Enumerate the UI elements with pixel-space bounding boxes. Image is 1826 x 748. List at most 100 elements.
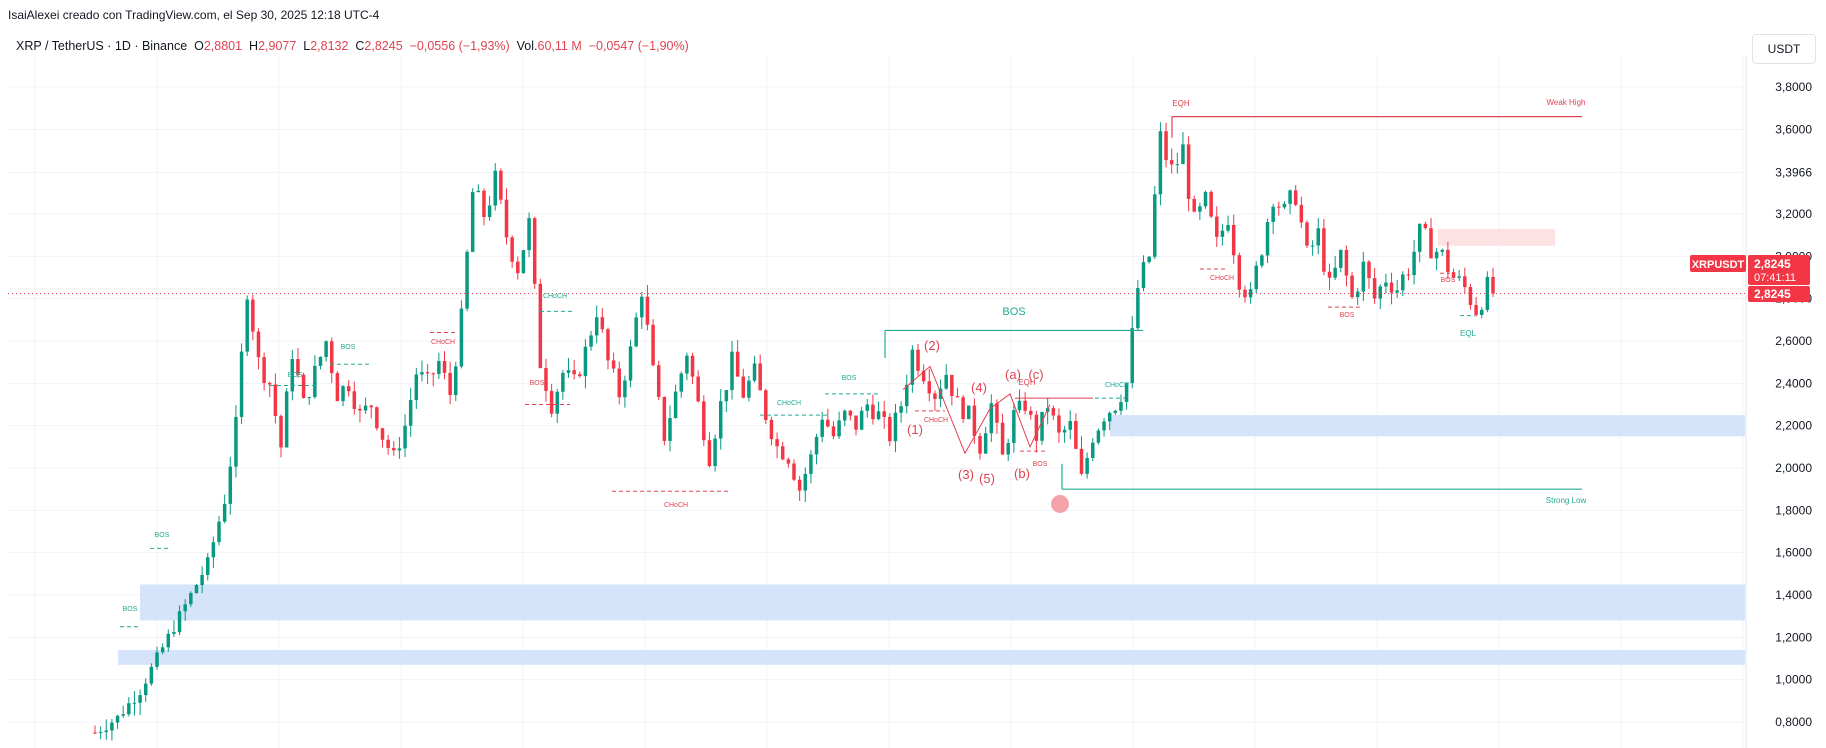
symbol-label[interactable]: XRP / TetherUS · 1D · Binance [16, 39, 188, 53]
open-value: 2,8801 [203, 39, 243, 53]
candle-body [200, 574, 204, 586]
candle-body [425, 372, 430, 374]
candle-body [1401, 274, 1405, 291]
wave-label: (a) [1005, 367, 1021, 382]
candle-body [1271, 206, 1275, 223]
candle-body [707, 440, 712, 467]
candle-body [972, 405, 977, 436]
candle-body [1265, 222, 1270, 256]
price-tick: 3,3966 [1775, 165, 1812, 179]
candle-body [504, 199, 509, 238]
candle-body [1096, 430, 1101, 443]
candle-body [403, 425, 407, 449]
price-tick: 2,4000 [1775, 376, 1812, 390]
candle-body [617, 368, 621, 398]
candle-body [1479, 309, 1484, 315]
candle-body [1181, 144, 1185, 165]
candle-body [1417, 223, 1422, 252]
price-tick: 1,6000 [1775, 546, 1812, 560]
candle-body [442, 361, 447, 373]
candle-body [989, 403, 994, 434]
candle-body [1248, 289, 1253, 298]
wave-label: (b) [1014, 466, 1030, 481]
structure-lines [120, 116, 1582, 628]
candle-body [1355, 291, 1360, 298]
candle-body [1474, 304, 1478, 315]
candle-body [1000, 422, 1005, 455]
candle-body [245, 299, 249, 352]
candle-body [690, 355, 695, 377]
candle-body [155, 652, 159, 667]
candle-body [1186, 144, 1191, 199]
candle-body [752, 363, 757, 381]
candle-body [1113, 410, 1118, 413]
annotation-layer: EQH Weak High Strong Low EQL EQH BOS BOS BOS BOS… [123, 98, 1587, 613]
candle-body [1153, 194, 1157, 257]
candle-body [352, 391, 357, 409]
candle-body [1231, 224, 1236, 256]
chart-credit: IsaiAlexei creado con TradingView.com, e… [8, 8, 380, 22]
candle-body [330, 341, 334, 374]
candle-body [662, 396, 667, 441]
structure-label: BOS [842, 375, 857, 382]
candle-body [1102, 421, 1106, 431]
candle-body [1062, 429, 1067, 433]
candle-body [115, 715, 120, 723]
candle-body [583, 346, 588, 377]
candle-body [217, 521, 221, 543]
candle-body [290, 359, 295, 392]
candle-body [1254, 265, 1258, 290]
wave-label: (1) [907, 422, 923, 437]
candle-body [718, 401, 723, 439]
candle-body [899, 406, 903, 413]
candle-body [538, 283, 543, 369]
candle-body [1169, 160, 1174, 165]
candle-body [961, 397, 965, 420]
candle-body [251, 299, 255, 332]
candle-body [978, 435, 982, 454]
candle-body [380, 428, 385, 440]
candle-body [792, 463, 796, 480]
candle-body [324, 341, 328, 358]
currency-button[interactable]: USDT [1752, 34, 1816, 64]
candle-body [927, 381, 932, 394]
eql-label: EQL [1460, 329, 1477, 338]
candle-body [921, 370, 926, 382]
candle-body [1451, 272, 1456, 278]
candle-body [1288, 190, 1292, 204]
structure-label: BOS [341, 344, 356, 351]
candle-body [1316, 228, 1320, 246]
structure-label: BOS [1340, 312, 1355, 319]
candle-body [194, 585, 199, 594]
candle-body [1457, 276, 1461, 278]
candle-body [1164, 131, 1168, 161]
candle-body [876, 411, 881, 420]
candle-body [696, 376, 700, 402]
candle-body [482, 190, 486, 218]
candle-body [882, 411, 886, 417]
ohlc-legend: XRP / TetherUS · 1D · Binance O2,8801 H2… [16, 39, 689, 53]
candle-body [166, 633, 171, 648]
candle-body [273, 384, 278, 416]
candle-body [431, 373, 435, 375]
candle-body [713, 438, 717, 467]
candle-body [183, 604, 187, 612]
volume-label: Vol. [516, 39, 538, 53]
bos-main-label: BOS [1002, 306, 1025, 318]
structure-label: CHoCH [924, 417, 948, 424]
price-tick: 3,6000 [1775, 122, 1812, 136]
candle-body [160, 647, 165, 653]
candle-body [1277, 206, 1281, 208]
candle-body [493, 170, 497, 206]
candle-body [904, 384, 909, 407]
candle-body [645, 296, 650, 325]
candle-body [1057, 415, 1061, 433]
candle-body [1237, 255, 1242, 290]
candle-body [1412, 251, 1416, 276]
candle-body [668, 418, 672, 441]
candle-body [848, 410, 853, 416]
candle-body [826, 419, 830, 427]
candle-body [1051, 408, 1056, 416]
volume-change: −0,0547 (−1,90%) [588, 39, 689, 53]
